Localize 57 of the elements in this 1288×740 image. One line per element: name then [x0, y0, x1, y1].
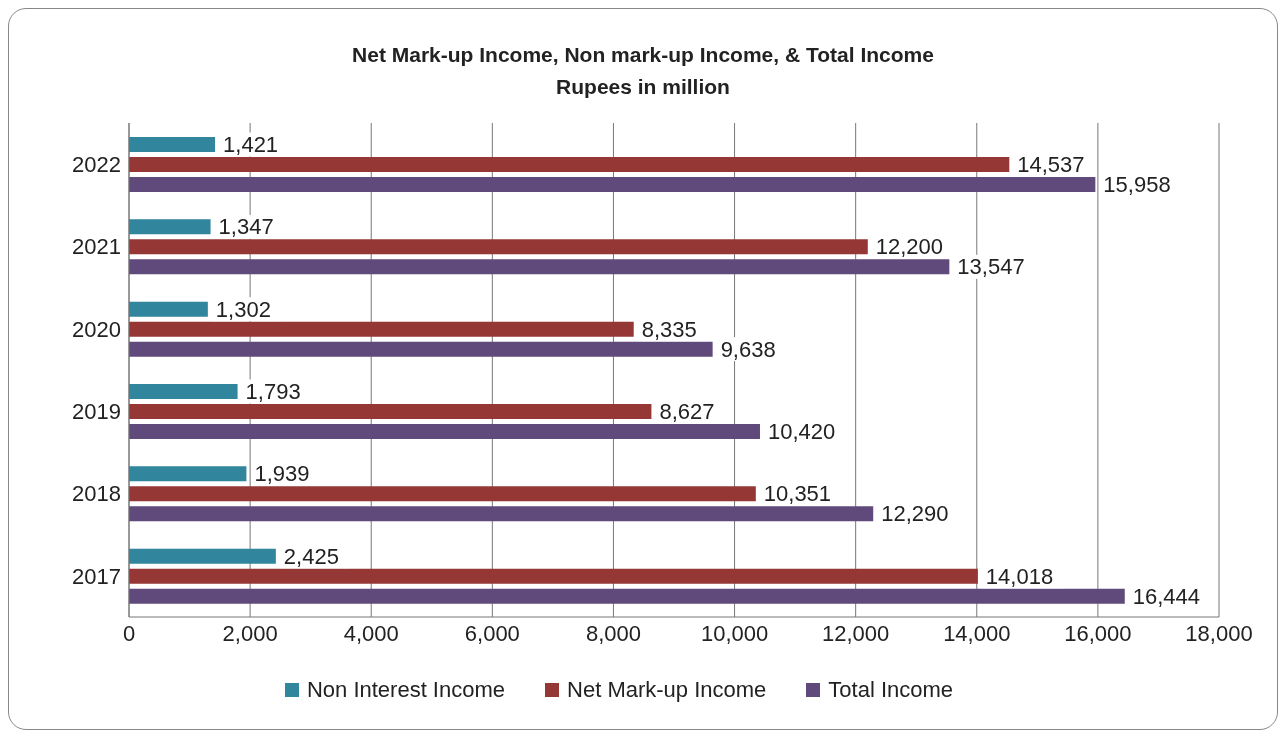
chart-title: Net Mark-up Income, Non mark-up Income, & Total Income [351, 42, 935, 68]
bar [129, 219, 211, 235]
x-tick-label: 12,000 [822, 620, 890, 646]
x-tick-label: 8,000 [585, 620, 641, 646]
legend-label: Total Income [828, 677, 954, 703]
bar [129, 157, 1010, 172]
y-tick-label: 2017 [72, 563, 121, 589]
x-tick-label: 2,000 [222, 620, 278, 646]
x-tick-label: 6,000 [464, 620, 520, 646]
bar [129, 588, 1125, 604]
bar [129, 466, 247, 482]
chart-subtitle: Rupees in million [555, 74, 731, 100]
data-label: 1,793 [245, 379, 301, 404]
data-label: 1,939 [254, 461, 310, 487]
legend-label: Non Interest Income [306, 677, 506, 703]
y-tick-label: 2022 [72, 151, 121, 177]
bar [129, 137, 216, 152]
data-label: 1,421 [223, 132, 279, 157]
y-tick-label: 2020 [72, 316, 121, 342]
bar [129, 177, 1096, 192]
data-label: 10,420 [767, 419, 836, 444]
bar [129, 239, 868, 255]
data-label: 12,200 [875, 234, 944, 260]
data-label: 13,547 [957, 254, 1025, 280]
x-tick-label: 10,000 [700, 620, 769, 646]
x-tick-label: 0 [122, 620, 136, 646]
data-label: 1,302 [215, 296, 271, 322]
bar [129, 568, 978, 584]
x-tick-label: 4,000 [343, 620, 399, 646]
y-tick-label: 2021 [72, 234, 121, 260]
legend-label: Net Mark-up Income [567, 677, 767, 703]
data-label: 10,351 [763, 481, 832, 507]
x-tick-label: 14,000 [943, 620, 1011, 646]
data-label: 2,425 [283, 543, 339, 569]
x-tick-label: 18,000 [1185, 620, 1253, 646]
bar [129, 548, 276, 564]
data-label: 16,444 [1132, 583, 1201, 609]
data-label: 14,018 [985, 563, 1054, 589]
data-label: 8,627 [659, 399, 715, 424]
bar [129, 259, 950, 275]
data-label: 9,638 [720, 336, 776, 362]
x-tick-label: 16,000 [1064, 620, 1132, 646]
bar [129, 404, 652, 419]
bar [129, 486, 756, 502]
data-label: 8,335 [641, 316, 697, 342]
y-tick-label: 2018 [72, 481, 121, 507]
bar [129, 301, 208, 317]
bar [129, 506, 874, 522]
data-label: 1,347 [218, 214, 274, 240]
data-label: 15,958 [1103, 172, 1171, 197]
data-label: 12,290 [881, 501, 949, 527]
bar [129, 384, 238, 399]
bar [129, 341, 713, 357]
bar [129, 424, 760, 439]
data-label: 14,537 [1017, 152, 1085, 177]
y-tick-label: 2019 [72, 398, 121, 424]
bar [129, 321, 634, 337]
